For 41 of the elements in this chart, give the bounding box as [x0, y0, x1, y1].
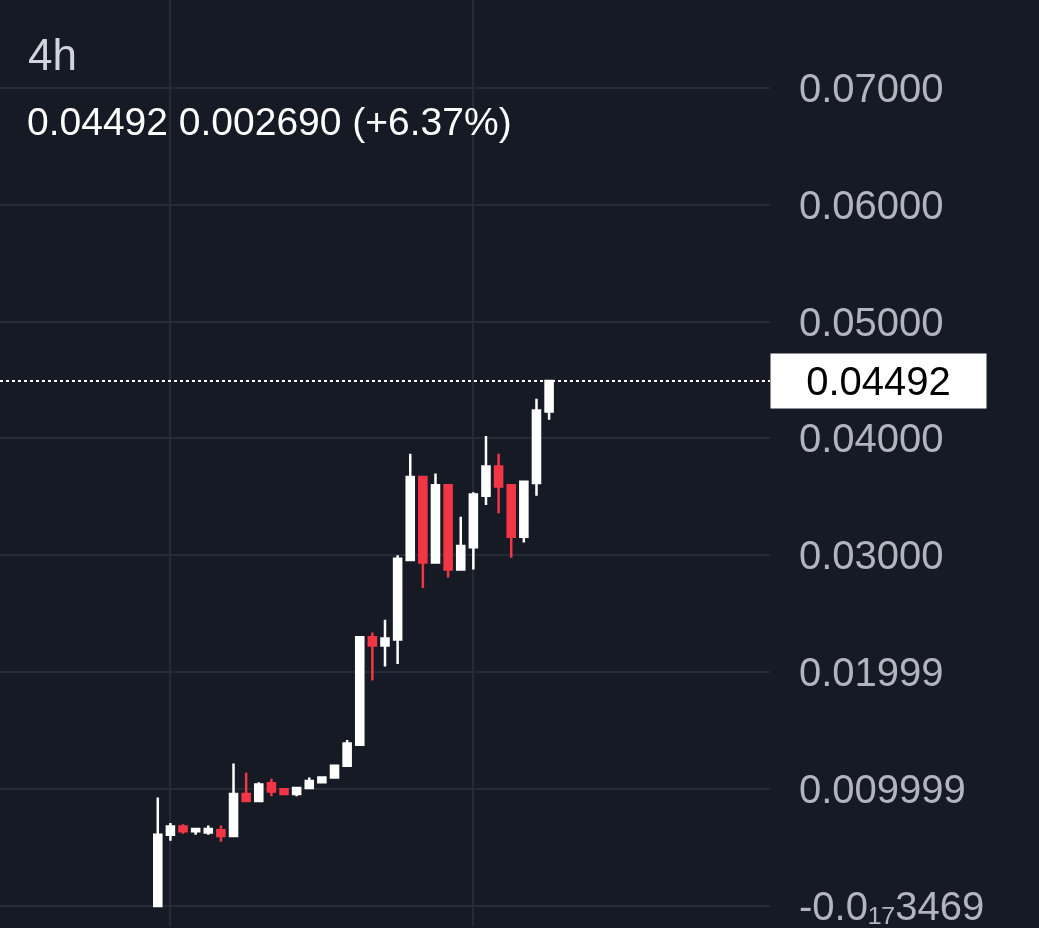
y-tick-label: 0.06000 [799, 182, 944, 227]
candlestick [367, 631, 378, 682]
candlestick [418, 475, 428, 590]
candlestick [392, 554, 403, 666]
candlestick [481, 434, 491, 507]
candlestick [317, 775, 327, 784]
candlestick [279, 786, 289, 797]
candlestick [228, 762, 239, 838]
candlestick [178, 823, 188, 835]
candlestick [165, 821, 176, 842]
candlestick [190, 826, 201, 837]
candlestick [203, 824, 214, 837]
candlestick [443, 483, 453, 579]
text: 0.04492 0.002690 (+6.37%) [27, 100, 512, 143]
candlestick [253, 780, 264, 803]
candlestick [380, 618, 390, 668]
y-tick-label: 0.03000 [799, 533, 944, 578]
y-tick-label: 0.009999 [799, 767, 966, 812]
candlestick [493, 452, 504, 515]
y-tick-label: -0.0₁₇3469 [799, 884, 985, 928]
candlestick [329, 764, 340, 779]
candlestick [506, 483, 517, 559]
y-tick-label: 0.04000 [799, 416, 944, 461]
ref-line-label: 0.04492 [806, 359, 951, 403]
y-tick-label: 0.01999 [799, 650, 944, 695]
y-tick-label: 0.05000 [799, 299, 944, 344]
candlestick [531, 397, 542, 497]
candlestick [266, 777, 277, 798]
text: 4h [28, 30, 78, 80]
candlestick [519, 480, 529, 544]
candlestick [304, 776, 315, 790]
candlestick [241, 771, 251, 803]
candlestick [354, 635, 365, 747]
candlestick [455, 515, 466, 571]
candlestick [216, 824, 226, 844]
y-tick-label: 0.07000 [799, 65, 944, 110]
candlestick [342, 738, 352, 768]
candlestick [430, 472, 441, 564]
candlestick [468, 490, 479, 571]
candlestick [405, 452, 416, 563]
candlestick [153, 796, 163, 908]
